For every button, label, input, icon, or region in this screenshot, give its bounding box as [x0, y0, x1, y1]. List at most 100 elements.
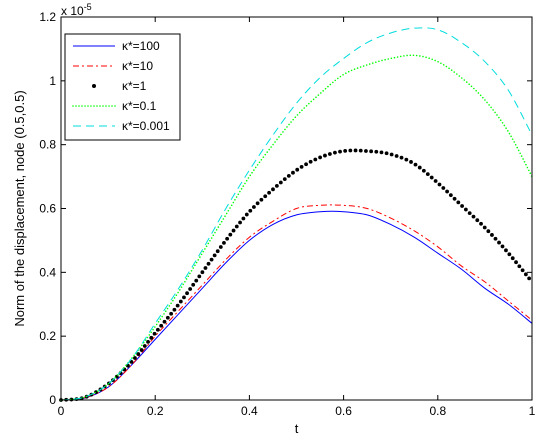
legend-box — [64, 33, 181, 141]
series-4-dot — [185, 278, 188, 280]
series-3-dot — [172, 307, 177, 312]
series-4-dot — [412, 54, 415, 57]
series-4-dot — [204, 248, 206, 250]
series-4-dot — [492, 109, 494, 111]
series-1-line — [60, 210, 533, 401]
series-3-dot — [149, 335, 154, 340]
series-4-dot — [164, 310, 167, 313]
series-4-dot — [384, 58, 386, 61]
legend-marker — [96, 105, 98, 107]
legend-marker — [92, 84, 96, 88]
y-axis-multiplier: x 10-5 — [61, 2, 92, 18]
series-4-dot — [114, 376, 117, 379]
legend-marker — [105, 105, 107, 107]
series-4-dot — [431, 58, 433, 61]
series-3-dot — [364, 149, 368, 153]
series-4-dot — [194, 264, 196, 267]
series-4-dot — [212, 234, 215, 237]
legend-marker — [114, 105, 116, 107]
y-axis-label: Norm of the displacement, node (0.5,0.5) — [12, 90, 27, 326]
series-4-dot — [329, 83, 332, 86]
series-4-dot — [219, 223, 221, 226]
series-4-dot — [286, 126, 288, 128]
series-4-dot — [249, 174, 252, 177]
plot-area — [59, 27, 533, 402]
series-4-dot — [522, 158, 524, 160]
series-3-dot — [212, 253, 217, 258]
series-4-dot — [516, 146, 519, 149]
series-4-dot — [525, 163, 527, 166]
series-4-dot — [465, 81, 468, 83]
series-3-dot — [304, 162, 308, 167]
series-4-dot — [317, 94, 320, 96]
series-3-dot — [463, 207, 468, 212]
series-3-dot — [514, 260, 518, 265]
series-3-dot — [228, 232, 233, 237]
series-3-dot — [517, 264, 522, 269]
series-3-dot — [271, 187, 275, 192]
series-4-dot — [175, 294, 178, 297]
series-3-dot — [413, 162, 418, 167]
series-3-dot — [510, 256, 515, 261]
series-3-dot — [162, 319, 167, 324]
y-tick-label: 0.2 — [39, 329, 56, 343]
series-4-dot — [468, 83, 470, 85]
series-4-dot — [513, 141, 515, 143]
series-3-dot — [500, 244, 505, 249]
series-4-dot — [473, 87, 475, 90]
series-4-dot — [381, 59, 383, 62]
series-3-dot — [486, 229, 491, 234]
series-4-dot — [260, 158, 263, 161]
series-3-dot — [291, 170, 295, 175]
series-3-dot — [313, 157, 318, 162]
series-4-dot — [217, 226, 220, 228]
series-3-dot — [475, 218, 480, 223]
series-3-dot — [175, 303, 180, 308]
series-4-dot — [510, 135, 512, 138]
series-4-dot — [254, 166, 257, 169]
series-4-dot — [199, 256, 201, 258]
series-3-dot — [299, 164, 304, 169]
series-4-dot — [278, 136, 280, 138]
series-4-dot — [282, 131, 284, 133]
series-4-dot — [288, 123, 290, 126]
series-3-dot — [241, 216, 246, 221]
series-4-dot — [298, 111, 301, 114]
legend-marker — [78, 105, 80, 107]
series-4-dot — [511, 138, 514, 140]
series-4-dot — [463, 79, 466, 81]
series-4-dot — [229, 207, 231, 209]
series-4-dot — [172, 299, 174, 302]
y-tick-label: 0.8 — [39, 138, 56, 152]
series-4-dot — [375, 61, 377, 63]
series-4-dot — [419, 55, 421, 57]
series-4-dot — [234, 198, 236, 201]
series-4-dot — [144, 339, 147, 341]
series-3-dot — [278, 180, 283, 185]
series-4-dot — [428, 57, 430, 60]
legend-marker — [111, 105, 113, 107]
series-3-line — [59, 148, 532, 402]
series-4-dot — [184, 280, 186, 283]
series-4-dot — [177, 291, 179, 294]
series-3-dot — [194, 278, 199, 283]
series-4-dot — [200, 253, 203, 256]
series-4-dot — [195, 261, 198, 264]
series-4-dot — [312, 98, 315, 101]
series-4-dot — [239, 190, 241, 193]
series-4-dot — [190, 269, 193, 272]
series-4-dot — [303, 107, 306, 109]
series-4-dot — [353, 68, 356, 70]
series-4-dot — [505, 127, 507, 129]
legend-label: κ*=100 — [122, 39, 160, 53]
series-4-dot — [477, 92, 480, 94]
series-3-dot — [374, 149, 379, 154]
series-4-dot — [205, 245, 208, 247]
series-3-dot — [467, 211, 472, 215]
series-4-dot — [161, 315, 163, 318]
series-4-dot — [270, 146, 272, 148]
series-4-dot — [163, 313, 165, 315]
series-4-dot — [150, 331, 152, 334]
series-4-dot — [232, 201, 235, 204]
series-3-dot — [482, 225, 487, 230]
